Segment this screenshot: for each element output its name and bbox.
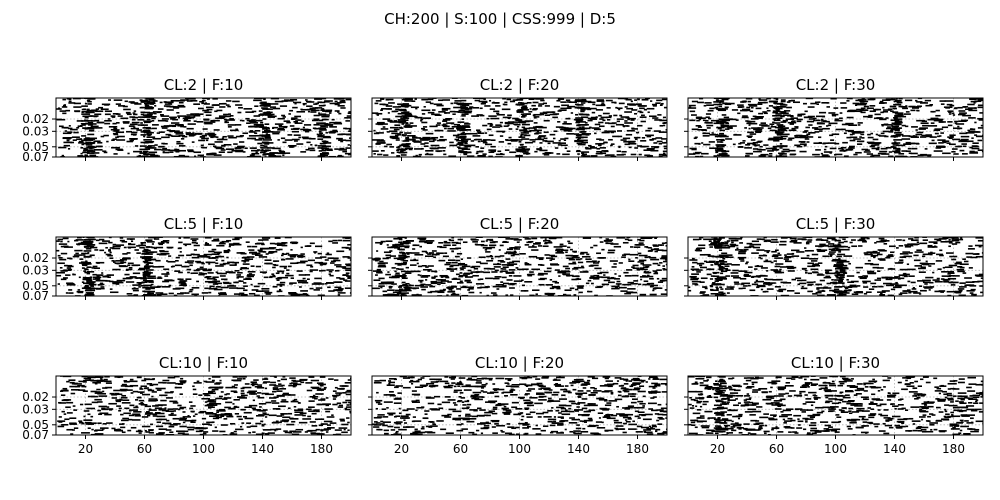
data-marks	[372, 237, 667, 296]
subplot-title: CL:5 | F:20	[480, 215, 560, 233]
subplot: CL:5 | F:30	[684, 215, 984, 300]
y-tick-label: 0.02	[22, 112, 49, 126]
y-tick-label: 0.05	[22, 279, 49, 293]
y-tick-label: 0.02	[22, 251, 49, 265]
subplot: CL:2 | F:20	[368, 76, 668, 161]
subplot: CL:5 | F:20	[368, 215, 668, 300]
subplot-title: CL:2 | F:10	[164, 76, 244, 94]
y-tick-label: 0.03	[22, 263, 49, 277]
data-marks	[56, 237, 351, 296]
suptitle: CH:200 | S:100 | CSS:999 | D:5	[384, 10, 616, 28]
subplot-title: CL:2 | F:30	[796, 76, 876, 94]
subplot: CL:2 | F:10 0.020.03 0.050.07	[22, 76, 352, 164]
data-marks	[688, 237, 983, 296]
data-marks	[372, 98, 667, 157]
y-tick-label: 0.03	[22, 124, 49, 138]
y-tick-label: 0.05	[22, 140, 49, 154]
y-tick-label: 0.07	[22, 289, 49, 303]
subplot: CL:5 | F:10 0.020.03 0.050.07	[22, 215, 352, 303]
subplot-title: CL:2 | F:20	[480, 76, 560, 94]
subplot-title: CL:5 | F:10	[164, 215, 244, 233]
subplot: CL:2 | F:30	[684, 76, 984, 161]
y-tick-label: 0.07	[22, 150, 49, 164]
data-marks	[56, 98, 351, 157]
subplot-title: CL:5 | F:30	[796, 215, 876, 233]
